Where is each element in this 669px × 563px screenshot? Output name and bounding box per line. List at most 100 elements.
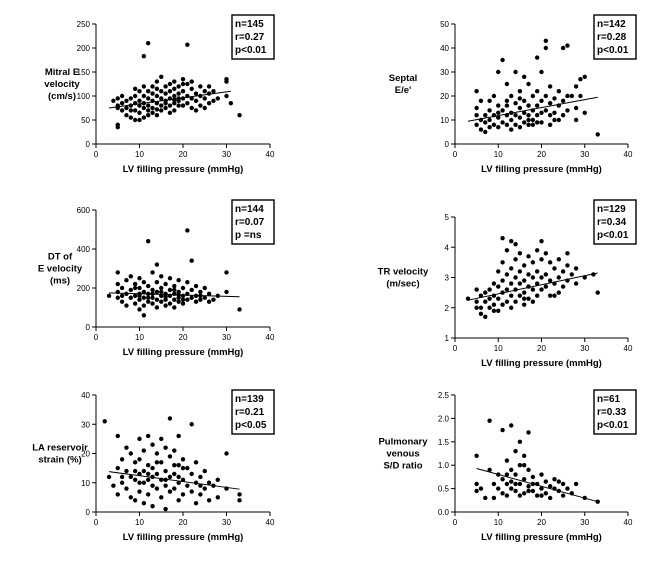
data-point — [128, 295, 133, 300]
x-tick-label: 0 — [453, 344, 458, 353]
data-point — [150, 84, 155, 89]
data-point — [167, 474, 173, 480]
data-point — [141, 105, 147, 111]
data-point — [137, 117, 142, 123]
data-point — [115, 96, 120, 101]
data-point — [504, 481, 510, 487]
data-point — [189, 489, 194, 494]
data-point — [547, 484, 553, 489]
data-point — [167, 81, 173, 87]
data-point — [547, 278, 553, 283]
data-point — [534, 281, 540, 286]
data-point — [543, 284, 549, 289]
data-point — [141, 468, 147, 474]
data-point — [146, 283, 151, 289]
x-tick-label: 10 — [494, 150, 503, 159]
data-point — [163, 91, 168, 96]
data-point — [176, 278, 181, 283]
data-point — [137, 110, 142, 116]
data-point — [539, 120, 544, 125]
data-point — [159, 103, 164, 108]
data-point — [509, 93, 514, 99]
data-point — [128, 474, 133, 480]
data-point — [474, 122, 479, 128]
data-point — [132, 285, 138, 291]
data-point — [189, 258, 194, 263]
y-tick-label: 250 — [77, 20, 91, 29]
data-point — [560, 45, 566, 51]
data-point — [483, 120, 488, 125]
data-point — [504, 103, 510, 108]
data-point — [141, 84, 147, 89]
data-point — [202, 295, 207, 300]
data-point — [193, 91, 199, 96]
data-point — [132, 477, 138, 483]
data-point — [172, 291, 177, 297]
x-tick-label: 0 — [94, 150, 99, 159]
data-point — [150, 110, 155, 116]
data-point — [491, 302, 497, 307]
data-point — [496, 269, 501, 274]
data-point — [509, 423, 514, 428]
data-point — [513, 122, 518, 128]
data-point — [500, 120, 505, 125]
x-axis-title: LV filling pressure (mmHg) — [123, 347, 244, 358]
y-tick-label: 600 — [77, 206, 91, 215]
data-point — [522, 278, 527, 283]
data-point — [146, 471, 151, 477]
data-point — [534, 113, 540, 118]
data-point — [552, 477, 557, 482]
data-point — [154, 279, 160, 285]
data-point — [483, 299, 488, 304]
data-point — [146, 433, 151, 439]
regression-line — [108, 90, 231, 109]
data-point — [543, 491, 549, 496]
data-point — [115, 465, 120, 471]
y-axis-label-line: E velocity — [38, 264, 83, 275]
data-point — [582, 74, 587, 80]
x-tick-label: 20 — [179, 333, 188, 342]
data-point — [556, 479, 561, 484]
data-point — [573, 481, 579, 487]
data-point — [491, 122, 497, 128]
data-point — [517, 105, 523, 111]
data-point — [124, 98, 129, 104]
y-tick-label: 20 — [81, 450, 90, 459]
data-point — [552, 293, 557, 298]
data-point — [111, 483, 116, 488]
data-point — [487, 305, 492, 310]
data-point — [111, 98, 116, 104]
data-point — [526, 296, 531, 301]
data-point — [487, 117, 492, 123]
data-point — [189, 96, 194, 101]
y-tick-label: 0 — [86, 508, 91, 517]
data-point — [146, 239, 151, 244]
data-point — [552, 110, 557, 116]
data-point — [573, 281, 579, 286]
y-tick-label: 0 — [86, 140, 91, 149]
data-point — [163, 303, 168, 308]
data-point — [504, 472, 510, 477]
data-point — [526, 488, 531, 494]
data-point — [128, 274, 133, 279]
data-point — [522, 453, 527, 459]
data-point — [150, 301, 155, 306]
data-point — [483, 290, 488, 295]
data-point — [530, 260, 536, 265]
data-point — [487, 98, 492, 104]
data-point — [504, 248, 510, 253]
data-point — [504, 458, 510, 463]
data-point — [132, 468, 138, 474]
data-point — [137, 307, 142, 312]
data-point — [172, 463, 177, 468]
data-point — [202, 285, 207, 291]
chart-panel-6: 0.0 0.5 1.0 1.5 2.0 2.5 0 10 20 30 40 LV filling pr… — [378, 389, 637, 543]
y-tick-label: 150 — [77, 68, 91, 77]
data-point — [146, 41, 151, 46]
y-tick-label: 50 — [440, 20, 449, 29]
data-point — [483, 314, 488, 320]
data-point — [202, 89, 207, 94]
data-point — [124, 486, 129, 491]
data-point — [556, 290, 561, 295]
data-point — [180, 89, 186, 94]
